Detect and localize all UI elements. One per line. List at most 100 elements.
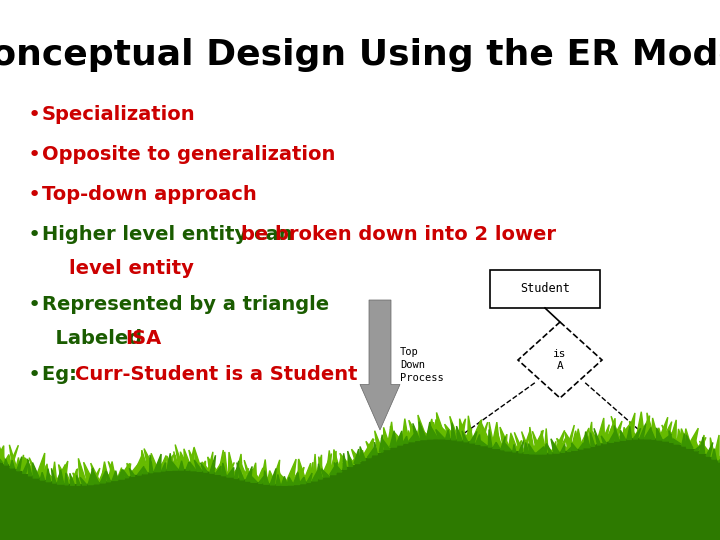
- Polygon shape: [469, 431, 477, 443]
- Text: •: •: [28, 145, 41, 165]
- Polygon shape: [258, 476, 264, 483]
- Polygon shape: [352, 453, 359, 463]
- Polygon shape: [174, 451, 179, 468]
- Polygon shape: [208, 452, 213, 471]
- FancyBboxPatch shape: [490, 270, 600, 308]
- Polygon shape: [10, 460, 14, 468]
- Polygon shape: [315, 455, 322, 478]
- Polygon shape: [322, 454, 331, 475]
- Polygon shape: [518, 322, 602, 398]
- Text: Specialization: Specialization: [42, 105, 196, 125]
- Polygon shape: [451, 423, 456, 440]
- Polygon shape: [516, 440, 521, 450]
- Polygon shape: [66, 471, 71, 483]
- Polygon shape: [123, 470, 129, 478]
- Polygon shape: [330, 462, 337, 475]
- Polygon shape: [9, 445, 19, 465]
- Polygon shape: [56, 464, 66, 482]
- Polygon shape: [703, 444, 711, 455]
- Polygon shape: [442, 428, 452, 437]
- Polygon shape: [640, 416, 649, 437]
- Polygon shape: [172, 455, 176, 468]
- Polygon shape: [662, 434, 671, 441]
- Polygon shape: [535, 447, 544, 454]
- Polygon shape: [691, 438, 698, 448]
- Polygon shape: [22, 460, 29, 473]
- Polygon shape: [45, 464, 49, 480]
- Polygon shape: [92, 468, 100, 482]
- Polygon shape: [426, 422, 433, 439]
- Polygon shape: [80, 477, 87, 485]
- Polygon shape: [318, 464, 323, 479]
- Polygon shape: [46, 469, 50, 482]
- Polygon shape: [16, 457, 20, 469]
- Polygon shape: [130, 468, 135, 476]
- Polygon shape: [662, 425, 671, 440]
- Polygon shape: [76, 475, 80, 485]
- Polygon shape: [627, 427, 631, 440]
- Polygon shape: [362, 438, 373, 457]
- Polygon shape: [215, 458, 224, 472]
- Polygon shape: [127, 463, 132, 475]
- Polygon shape: [312, 468, 320, 481]
- Polygon shape: [396, 431, 402, 445]
- Polygon shape: [52, 462, 57, 481]
- Polygon shape: [591, 431, 595, 444]
- Polygon shape: [17, 457, 22, 471]
- Polygon shape: [150, 455, 153, 472]
- Polygon shape: [107, 471, 111, 482]
- Polygon shape: [244, 460, 251, 480]
- Polygon shape: [590, 429, 600, 443]
- Text: Labeled: Labeled: [42, 328, 149, 348]
- Polygon shape: [250, 463, 256, 480]
- Polygon shape: [657, 428, 662, 440]
- Polygon shape: [347, 456, 354, 464]
- Polygon shape: [459, 418, 467, 439]
- Polygon shape: [608, 430, 616, 442]
- Polygon shape: [226, 462, 234, 475]
- Polygon shape: [699, 437, 705, 454]
- Polygon shape: [4, 459, 8, 465]
- Polygon shape: [686, 435, 693, 448]
- Polygon shape: [99, 468, 105, 481]
- Polygon shape: [246, 467, 252, 481]
- Polygon shape: [9, 445, 17, 467]
- Polygon shape: [513, 444, 516, 452]
- Polygon shape: [25, 458, 35, 475]
- Text: Top-down approach: Top-down approach: [42, 186, 257, 205]
- Text: Ex-Student: Ex-Student: [411, 460, 479, 470]
- Polygon shape: [184, 449, 192, 468]
- Polygon shape: [468, 416, 473, 441]
- Polygon shape: [696, 437, 706, 450]
- Polygon shape: [660, 417, 667, 438]
- Polygon shape: [633, 428, 642, 437]
- Polygon shape: [590, 433, 595, 446]
- Polygon shape: [19, 455, 24, 470]
- Polygon shape: [42, 465, 46, 478]
- Polygon shape: [564, 432, 576, 449]
- Polygon shape: [261, 460, 267, 482]
- Polygon shape: [673, 439, 681, 444]
- Polygon shape: [382, 438, 386, 449]
- Polygon shape: [419, 422, 427, 440]
- Polygon shape: [366, 441, 375, 454]
- Polygon shape: [154, 454, 161, 471]
- Polygon shape: [73, 473, 83, 483]
- Polygon shape: [601, 436, 606, 443]
- Polygon shape: [286, 459, 296, 483]
- Polygon shape: [559, 436, 567, 450]
- Polygon shape: [189, 450, 198, 469]
- Polygon shape: [557, 438, 568, 450]
- Polygon shape: [200, 463, 207, 472]
- Text: ISA: ISA: [125, 328, 161, 348]
- Polygon shape: [264, 473, 270, 482]
- Polygon shape: [402, 436, 408, 443]
- Polygon shape: [202, 462, 209, 470]
- Polygon shape: [587, 422, 593, 445]
- Polygon shape: [387, 422, 394, 446]
- Polygon shape: [417, 424, 423, 438]
- Polygon shape: [618, 424, 630, 438]
- Polygon shape: [462, 431, 468, 442]
- Polygon shape: [713, 449, 720, 460]
- Text: •: •: [28, 295, 41, 315]
